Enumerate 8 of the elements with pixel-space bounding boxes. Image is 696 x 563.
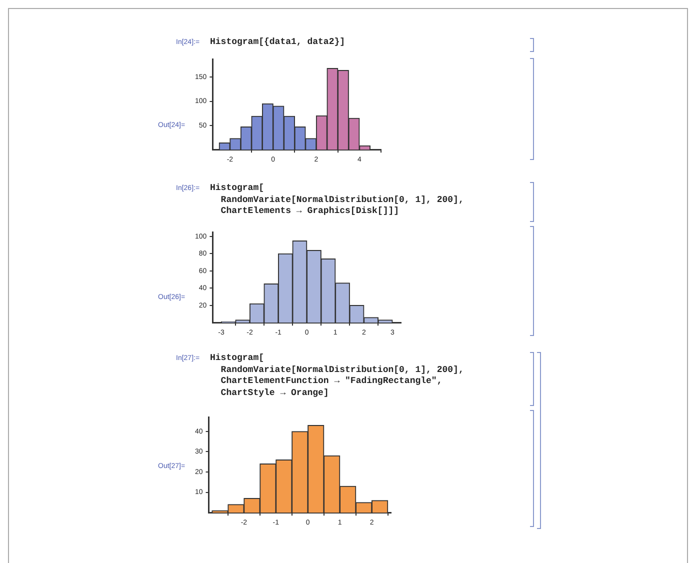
- text: Histogram[: [210, 183, 264, 193]
- text: ChartStyle → Orange]: [220, 388, 329, 398]
- text: ChartElementFunction → "FadingRectangle",: [220, 376, 442, 386]
- text: RandomVariate[NormalDistribution[0, 1], 200],: [220, 194, 464, 204]
- text: Histogram[: [210, 353, 264, 363]
- text: Histogram[{data1, data2}]: [210, 37, 346, 47]
- text: RandomVariate[NormalDistribution[0, 1], 200],: [220, 364, 464, 374]
- text: ChartElements → Graphics[Disk[]]]: [220, 206, 400, 216]
